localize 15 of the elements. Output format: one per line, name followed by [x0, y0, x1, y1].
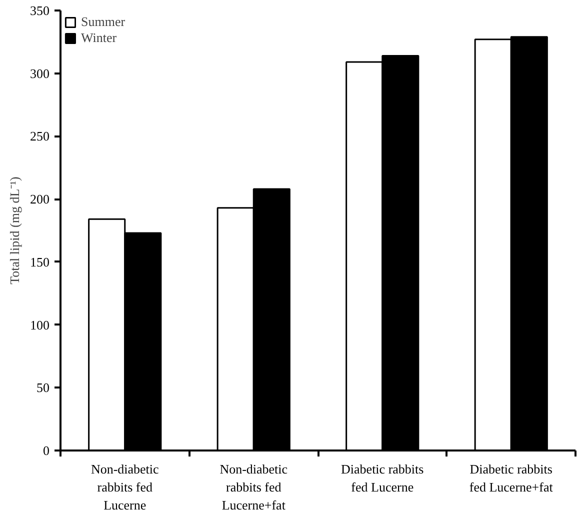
y-tick-label: 350 [30, 3, 50, 18]
y-axis-title: Total lipid (mg dL⁻¹) [7, 176, 22, 284]
y-tick-label: 100 [30, 317, 50, 332]
y-tick-label: 0 [43, 443, 50, 458]
x-tick-label: Non-diabetic rabbits fed Lucerne+fat [220, 462, 288, 512]
x-tick-label: Diabetic rabbits fed Lucerne+fat [469, 462, 554, 494]
legend-label: Summer [81, 14, 126, 30]
y-tick-label: 50 [36, 380, 50, 396]
x-tick-label: Non-diabetic rabbits fed Lucerne [90, 462, 160, 512]
y-tick-label: 300 [30, 66, 50, 81]
y-tick-label: 150 [30, 254, 50, 270]
legend-label: Winter [81, 30, 117, 46]
x-tick-label: Diabetic rabbits fed Lucerne [341, 462, 424, 494]
y-tick-label: 200 [30, 192, 50, 207]
y-tick-label: 250 [30, 128, 50, 144]
